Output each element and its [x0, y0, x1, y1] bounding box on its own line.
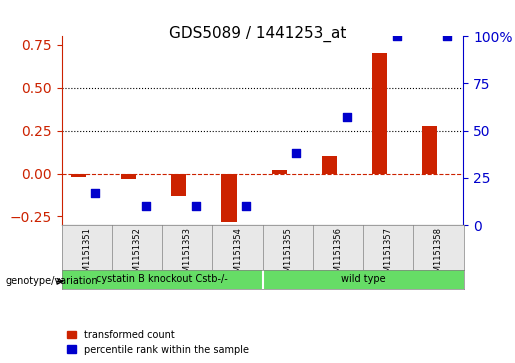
- Text: GSM1151354: GSM1151354: [233, 227, 242, 283]
- Point: [91, 190, 99, 196]
- Legend: transformed count, percentile rank within the sample: transformed count, percentile rank withi…: [66, 330, 249, 355]
- Bar: [121, 174, 136, 179]
- Point: [392, 33, 401, 39]
- Bar: [71, 174, 86, 177]
- Bar: [272, 170, 287, 174]
- Bar: [422, 126, 437, 174]
- Text: genotype/variation: genotype/variation: [5, 276, 98, 286]
- Text: wild type: wild type: [341, 274, 385, 284]
- Bar: [221, 174, 236, 222]
- Text: GSM1151355: GSM1151355: [283, 227, 292, 283]
- Point: [142, 203, 150, 209]
- Text: GSM1151358: GSM1151358: [434, 227, 443, 284]
- Point: [443, 33, 451, 39]
- Text: GSM1151351: GSM1151351: [82, 227, 91, 283]
- Bar: [171, 174, 186, 196]
- Text: GSM1151357: GSM1151357: [384, 227, 392, 284]
- Point: [242, 203, 250, 209]
- Text: cystatin B knockout Cstb-/-: cystatin B knockout Cstb-/-: [96, 274, 228, 284]
- Point: [192, 203, 200, 209]
- Point: [292, 150, 300, 156]
- Text: GSM1151353: GSM1151353: [183, 227, 192, 284]
- Bar: [372, 53, 387, 174]
- Text: GSM1151356: GSM1151356: [334, 227, 342, 284]
- Bar: [322, 156, 337, 174]
- Text: GDS5089 / 1441253_at: GDS5089 / 1441253_at: [169, 25, 346, 42]
- Text: GSM1151352: GSM1151352: [133, 227, 142, 283]
- Point: [342, 115, 351, 121]
